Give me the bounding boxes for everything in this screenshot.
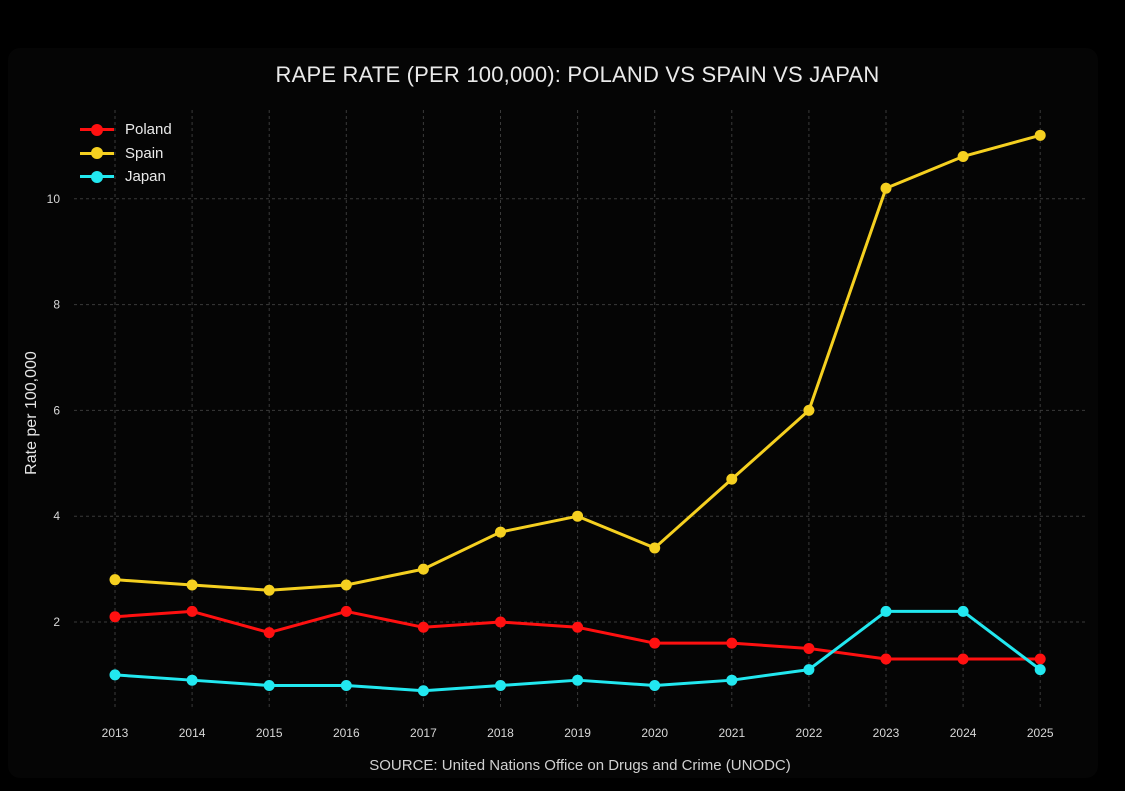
data-point-japan [957,605,969,617]
data-point-spain [263,584,275,596]
data-point-japan [263,679,275,691]
data-point-poland [1034,653,1046,665]
data-point-poland [109,611,121,623]
data-point-poland [726,637,738,649]
y-tick-label: 2 [53,615,60,629]
legend-swatch-poland [80,123,114,137]
y-tick-label: 6 [53,403,60,417]
x-tick-labels: 2013 2014 2015 2016 2017 2018 2019 2020 2021 2022… [102,726,1054,740]
y-tick-label: 8 [53,298,60,312]
y-tick-label: 4 [53,509,60,523]
data-point-poland [417,621,429,633]
chart-title: RAPE RATE (PER 100,000): POLAND VS SPAIN… [275,62,880,87]
data-point-japan [495,679,506,691]
x-tick-label: 2017 [410,726,437,740]
x-tick-label: 2021 [718,726,745,740]
data-point-japan [340,679,352,691]
data-point-spain [803,404,815,416]
legend-label-japan: Japan [125,168,166,186]
x-tick-label: 2013 [102,726,129,740]
legend-item-japan: Japan [80,165,172,189]
data-point-japan [109,669,121,681]
x-tick-label: 2016 [333,726,360,740]
data-point-japan [803,664,815,676]
data-point-japan [726,674,738,686]
series-layer [109,129,1046,697]
data-point-poland [495,616,506,628]
x-tick-label: 2020 [641,726,668,740]
data-point-poland [572,621,584,633]
x-tick-label: 2015 [256,726,283,740]
data-point-spain [109,574,121,586]
data-point-japan [417,685,429,697]
source-caption: SOURCE: United Nations Office on Drugs a… [369,757,791,774]
legend-swatch-spain [80,146,114,160]
data-point-spain [417,563,429,575]
data-point-spain [572,510,584,522]
x-tick-label: 2014 [179,726,206,740]
y-tick-label: 10 [47,192,61,206]
data-point-japan [649,679,661,691]
data-point-spain [495,526,506,538]
x-tick-label: 2025 [1027,726,1054,740]
legend-item-spain: Spain [80,142,172,166]
data-point-japan [572,674,584,686]
x-tick-label: 2019 [564,726,591,740]
x-tick-label: 2022 [796,726,823,740]
legend-label-spain: Spain [125,144,164,162]
legend-swatch-japan [80,170,114,184]
data-point-japan [186,674,198,686]
data-point-spain [726,473,738,485]
legend-item-poland: Poland [80,118,172,142]
data-point-spain [880,182,892,194]
data-point-poland [803,642,815,654]
data-point-japan [880,605,892,617]
data-point-spain [1034,129,1046,141]
data-point-poland [186,605,198,617]
data-point-spain [957,150,969,162]
data-point-poland [880,653,892,665]
data-point-poland [957,653,969,665]
y-tick-labels: 2 4 6 8 10 [47,192,61,629]
data-point-poland [649,637,661,649]
x-tick-label: 2023 [873,726,900,740]
data-point-japan [1034,664,1046,676]
data-point-spain [186,579,198,591]
legend: Poland Spain Japan [80,118,172,189]
data-point-spain [649,542,661,554]
data-point-poland [263,627,275,639]
x-tick-label: 2018 [487,726,514,740]
data-point-spain [340,579,352,591]
data-point-poland [340,605,352,617]
chart-panel [8,48,1098,778]
legend-label-poland: Poland [125,121,172,139]
x-tick-label: 2024 [950,726,977,740]
